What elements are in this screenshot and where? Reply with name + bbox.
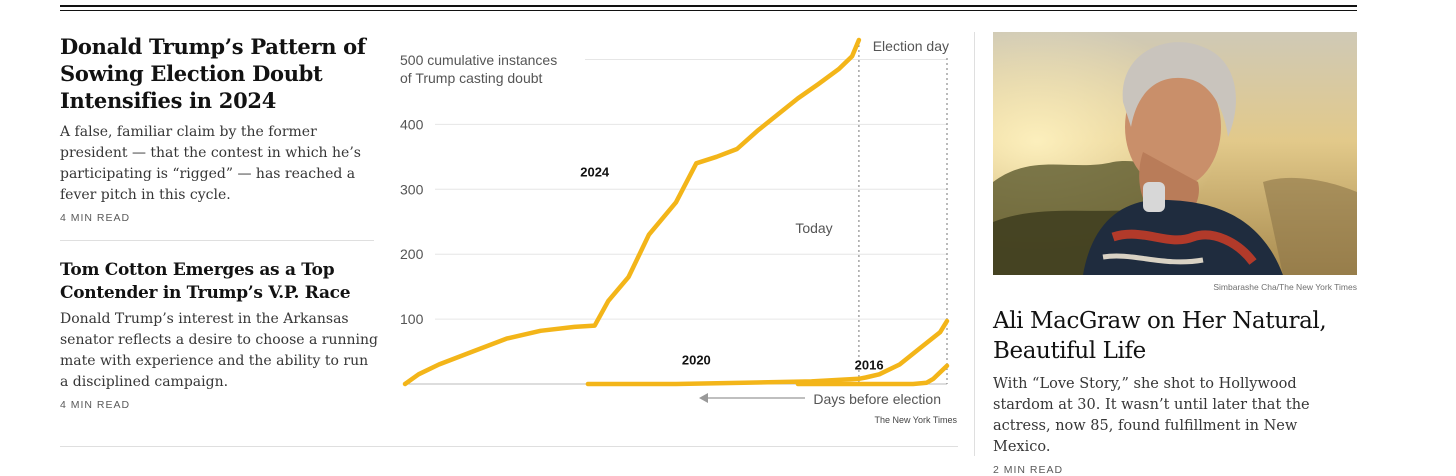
series-label-2020: 2020 [682, 353, 711, 368]
top-rule-thin [60, 10, 1357, 11]
today-label-bg [791, 216, 839, 238]
chart-xlabel: Days before election [813, 391, 941, 407]
story-right-read-time: 2 MIN READ [993, 464, 1064, 476]
story-second[interactable]: Tom Cotton Emerges as a Top Contender in… [60, 259, 378, 411]
chart-ylabel-line1: 500 cumulative instances [400, 52, 557, 68]
y-tick-label-100: 100 [400, 311, 424, 327]
y-tick-label-200: 200 [400, 246, 424, 262]
story-second-read-time: 4 MIN READ [60, 399, 131, 411]
story-divider [60, 240, 374, 241]
portrait-photo-illustration [993, 32, 1357, 275]
today-label: Today [795, 220, 832, 236]
photo-credit: Simbarashe Cha/The New York Times [1213, 282, 1357, 292]
story-right[interactable]: Ali MacGraw on Her Natural, Beautiful Li… [993, 306, 1357, 476]
y-tick-label-400: 400 [400, 116, 424, 132]
story-second-headline[interactable]: Tom Cotton Emerges as a Top Contender in… [60, 260, 351, 303]
column-divider [974, 32, 975, 456]
y-tick-label-300: 300 [400, 181, 424, 197]
series-label-2024: 2024 [580, 164, 610, 179]
chart-source: The New York Times [874, 415, 957, 425]
chart-y-ticks: 400 300 200 100 [400, 116, 424, 327]
story-main[interactable]: Donald Trump’s Pattern of Sowing Electio… [60, 33, 378, 224]
chart-series [402, 37, 950, 387]
story-main-summary[interactable]: A false, familiar claim by the former pr… [60, 124, 361, 203]
bracelet [1143, 182, 1165, 212]
story-right-headline[interactable]: Ali MacGraw on Her Natural, Beautiful Li… [993, 308, 1327, 364]
election-doubt-chart[interactable]: 500 cumulative instances of Trump castin… [395, 30, 958, 430]
story-second-summary[interactable]: Donald Trump’s interest in the Arkansas … [60, 311, 379, 390]
story-right-summary[interactable]: With “Love Story,” she shot to Hollywood… [993, 376, 1310, 455]
top-rule [60, 5, 1357, 7]
story-main-headline[interactable]: Donald Trump’s Pattern of Sowing Electio… [60, 34, 366, 113]
story-photo[interactable] [993, 32, 1357, 275]
chart-grid [405, 58, 947, 385]
series-line-2024 [402, 37, 862, 387]
bottom-rule [60, 446, 958, 447]
series-line-2016 [795, 363, 950, 387]
chart-ylabel-line2: of Trump casting doubt [400, 70, 543, 86]
election-day-label: Election day [873, 38, 949, 54]
series-label-2016: 2016 [855, 358, 884, 373]
x-axis-arrow-head [699, 393, 708, 403]
series-line-2020 [585, 318, 950, 387]
story-main-read-time: 4 MIN READ [60, 212, 131, 224]
chart-series-labels: 2024 2020 2016 [580, 164, 883, 372]
